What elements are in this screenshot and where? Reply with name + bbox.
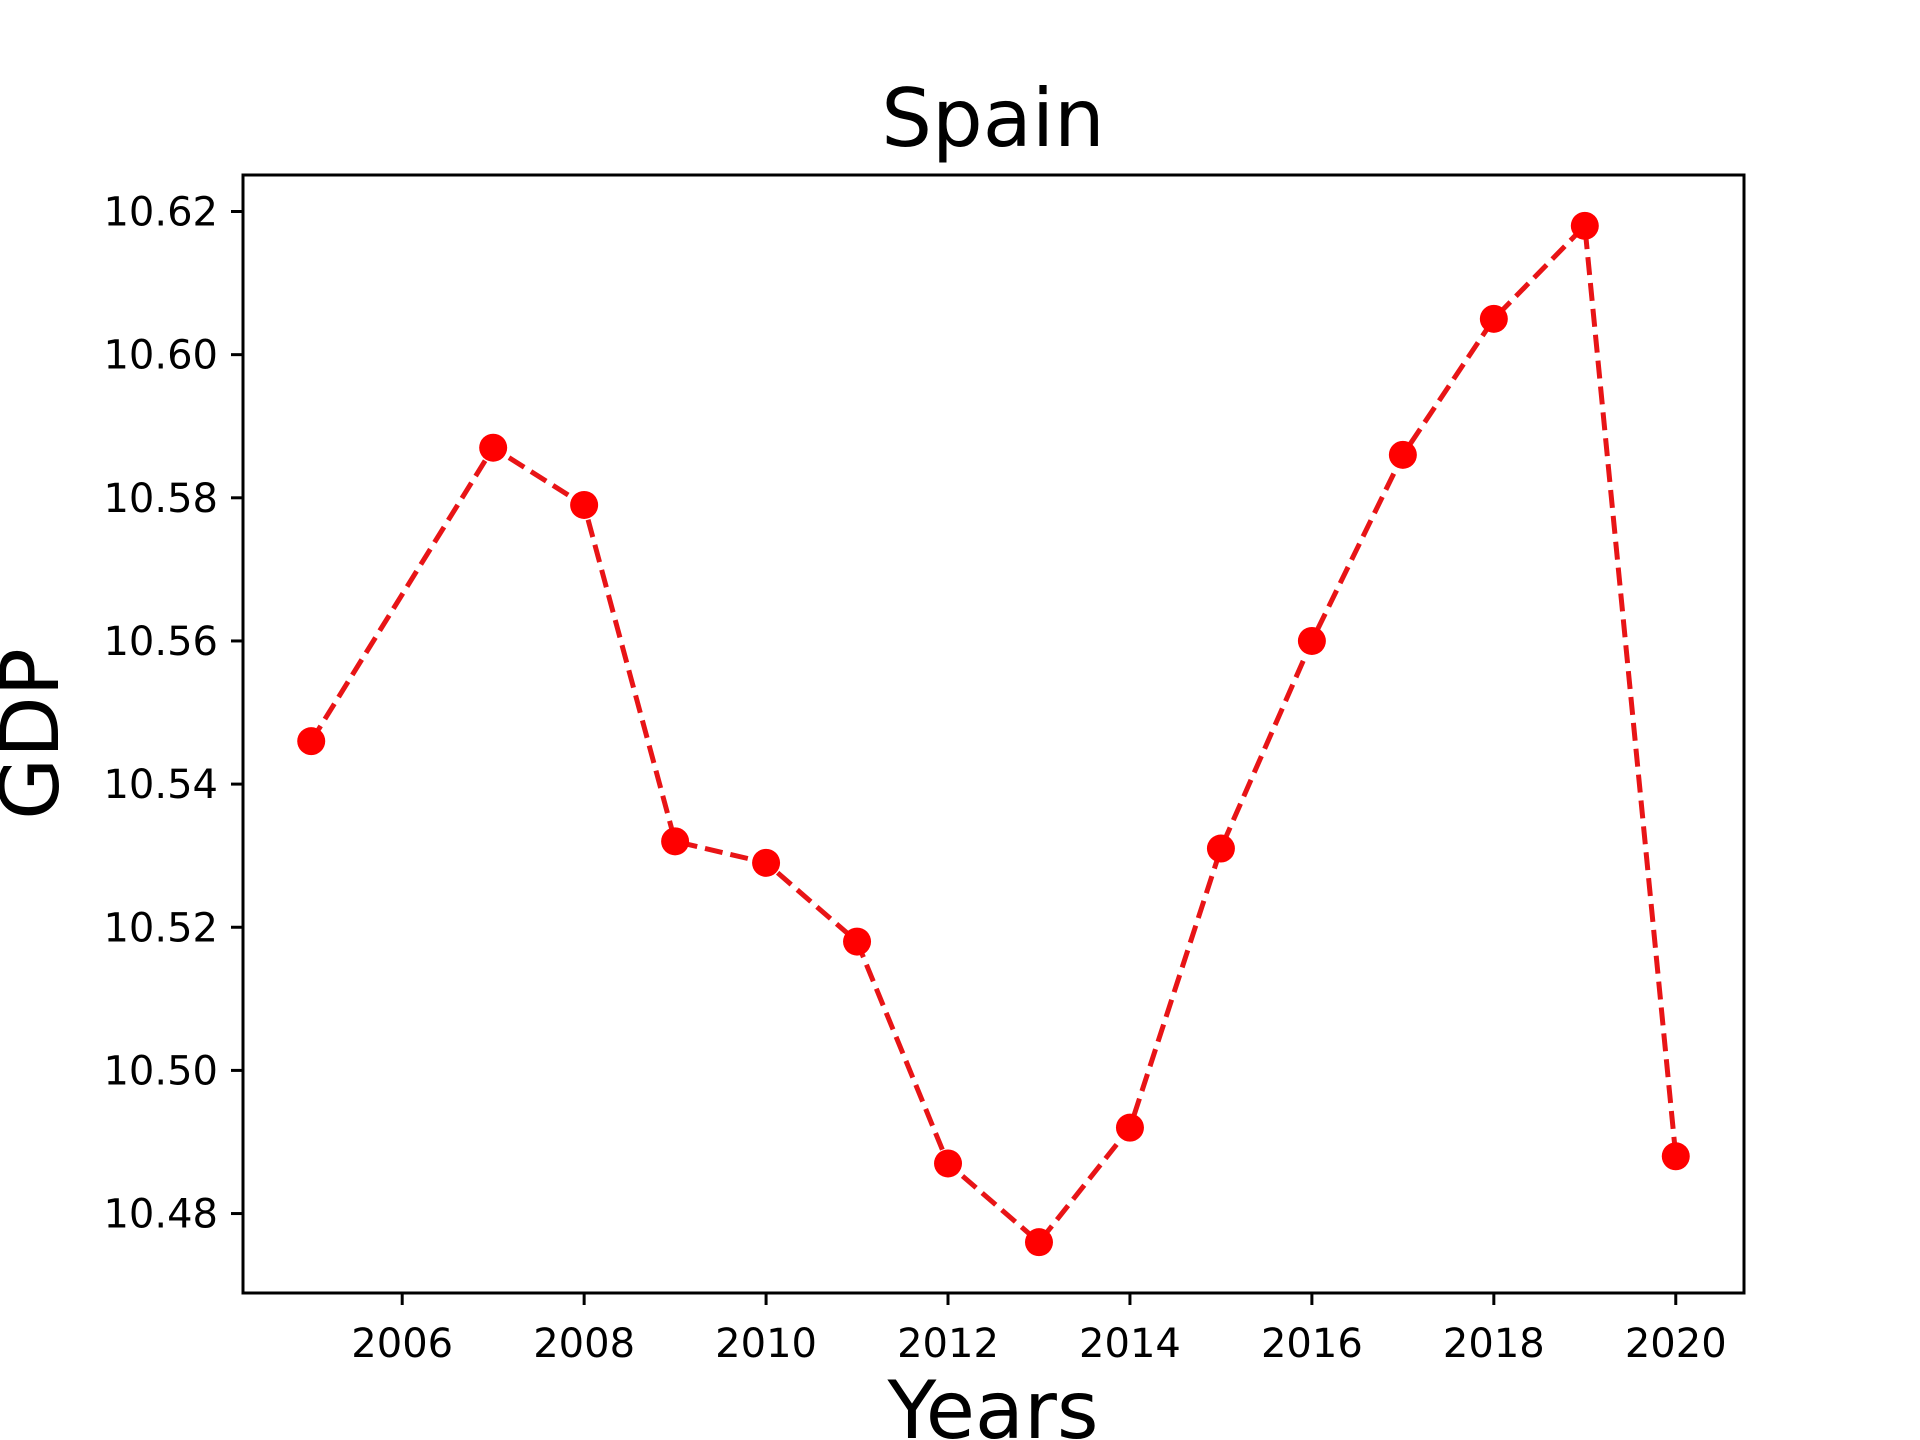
y-tick-label: 10.50 (103, 1048, 218, 1094)
x-tick-label: 2018 (1443, 1321, 1545, 1367)
gdp-data-points (297, 211, 1690, 1257)
y-tick-label: 10.60 (103, 333, 218, 379)
data-point-2014 (1115, 1113, 1144, 1142)
chart-title: Spain (881, 72, 1105, 165)
y-tick-label: 10.52 (103, 905, 218, 951)
data-point-2020 (1661, 1142, 1690, 1171)
data-point-2009 (661, 827, 690, 856)
y-tick-label: 10.48 (103, 1192, 218, 1238)
x-tick-label: 2016 (1261, 1321, 1363, 1367)
y-axis-label: GDP (0, 648, 77, 820)
x-axis-ticks: 2006 2008 2010 2012 2014 2016 2018 2020 (351, 1293, 1727, 1367)
data-point-2005 (297, 727, 326, 756)
data-point-2008 (570, 490, 599, 519)
y-tick-label: 10.56 (103, 619, 218, 665)
data-point-2010 (752, 848, 781, 877)
data-point-2019 (1570, 211, 1599, 240)
data-point-2007 (479, 433, 508, 462)
x-tick-label: 2014 (1079, 1321, 1181, 1367)
x-tick-label: 2006 (351, 1321, 453, 1367)
x-axis-label: Years (886, 1364, 1098, 1440)
x-tick-label: 2008 (533, 1321, 635, 1367)
data-point-2013 (1024, 1228, 1053, 1257)
data-point-2018 (1479, 304, 1508, 333)
x-tick-label: 2012 (897, 1321, 999, 1367)
data-point-2011 (843, 927, 872, 956)
data-point-2012 (934, 1149, 963, 1178)
data-point-2016 (1297, 626, 1326, 655)
gdp-series-line (309, 223, 1679, 1245)
y-tick-label: 10.62 (103, 190, 218, 236)
x-tick-label: 2020 (1625, 1321, 1727, 1367)
x-tick-label: 2010 (715, 1321, 817, 1367)
y-tick-label: 10.58 (103, 476, 218, 522)
data-point-2015 (1206, 834, 1235, 863)
plot-area-frame (241, 173, 1746, 1295)
data-point-2017 (1388, 440, 1417, 469)
y-axis-ticks: 10.48 10.50 10.52 10.54 10.56 10.58 10.60 10.62 (103, 190, 243, 1238)
y-tick-label: 10.54 (103, 762, 218, 808)
